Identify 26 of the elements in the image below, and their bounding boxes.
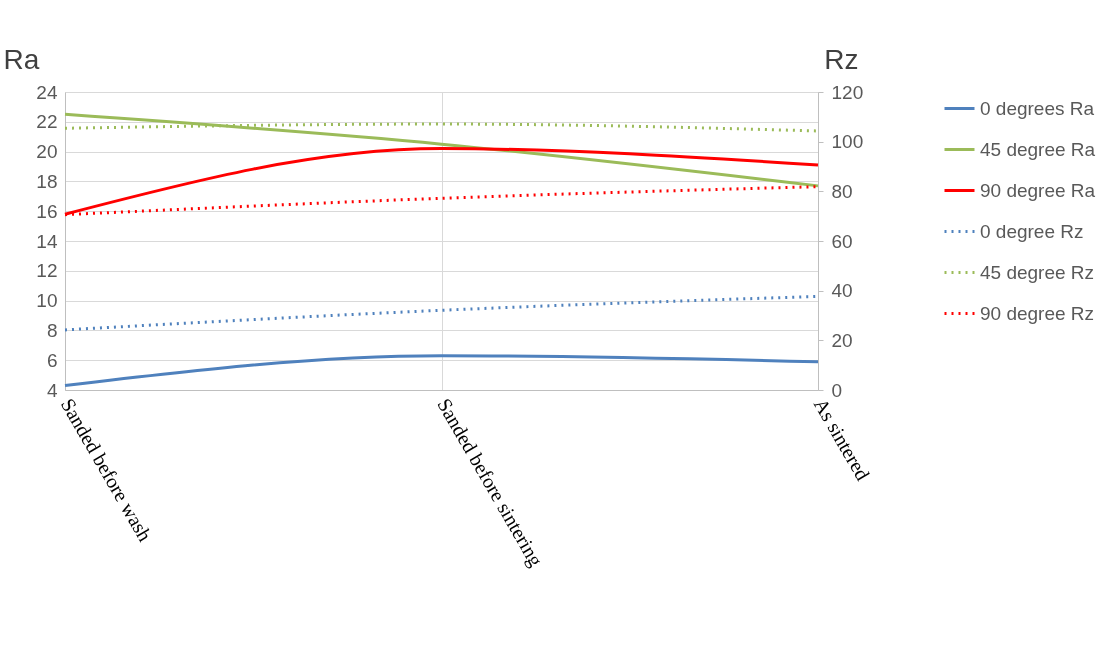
legend-label: 90 degree Ra (980, 179, 1096, 201)
y-tick-label: 18 (36, 170, 58, 192)
y2-tick-label: 60 (831, 230, 853, 252)
y2-tick-label: 100 (831, 131, 864, 153)
y2-tick-label: 0 (831, 379, 843, 401)
legend-label: 45 degree Ra (980, 138, 1096, 160)
y2-tick-label: 40 (831, 280, 853, 302)
y-tick-label: 24 (36, 81, 58, 103)
y-tick-label: 4 (46, 379, 58, 401)
y-tick-label: 8 (46, 319, 58, 341)
y2-tick-label: 20 (831, 329, 853, 351)
y-tick-label: 12 (36, 260, 58, 282)
legend-label: 45 degree Rz (980, 261, 1095, 283)
y-tick-label: 22 (36, 111, 58, 133)
y-tick-label: 16 (36, 200, 58, 222)
y-tick-label: 14 (36, 230, 58, 252)
legend-label: 90 degree Rz (980, 302, 1095, 324)
y-tick-label: 20 (36, 141, 58, 163)
y2-axis-title: Rz (824, 43, 859, 75)
legend-label: 0 degree Rz (980, 220, 1084, 242)
y2-tick-label: 120 (831, 81, 864, 103)
y-tick-label: 10 (36, 290, 58, 312)
legend-label: 0 degrees Ra (980, 97, 1095, 119)
y2-tick-label: 80 (831, 180, 853, 202)
y-axis-title: Ra (3, 43, 40, 75)
y-tick-label: 6 (46, 349, 58, 371)
